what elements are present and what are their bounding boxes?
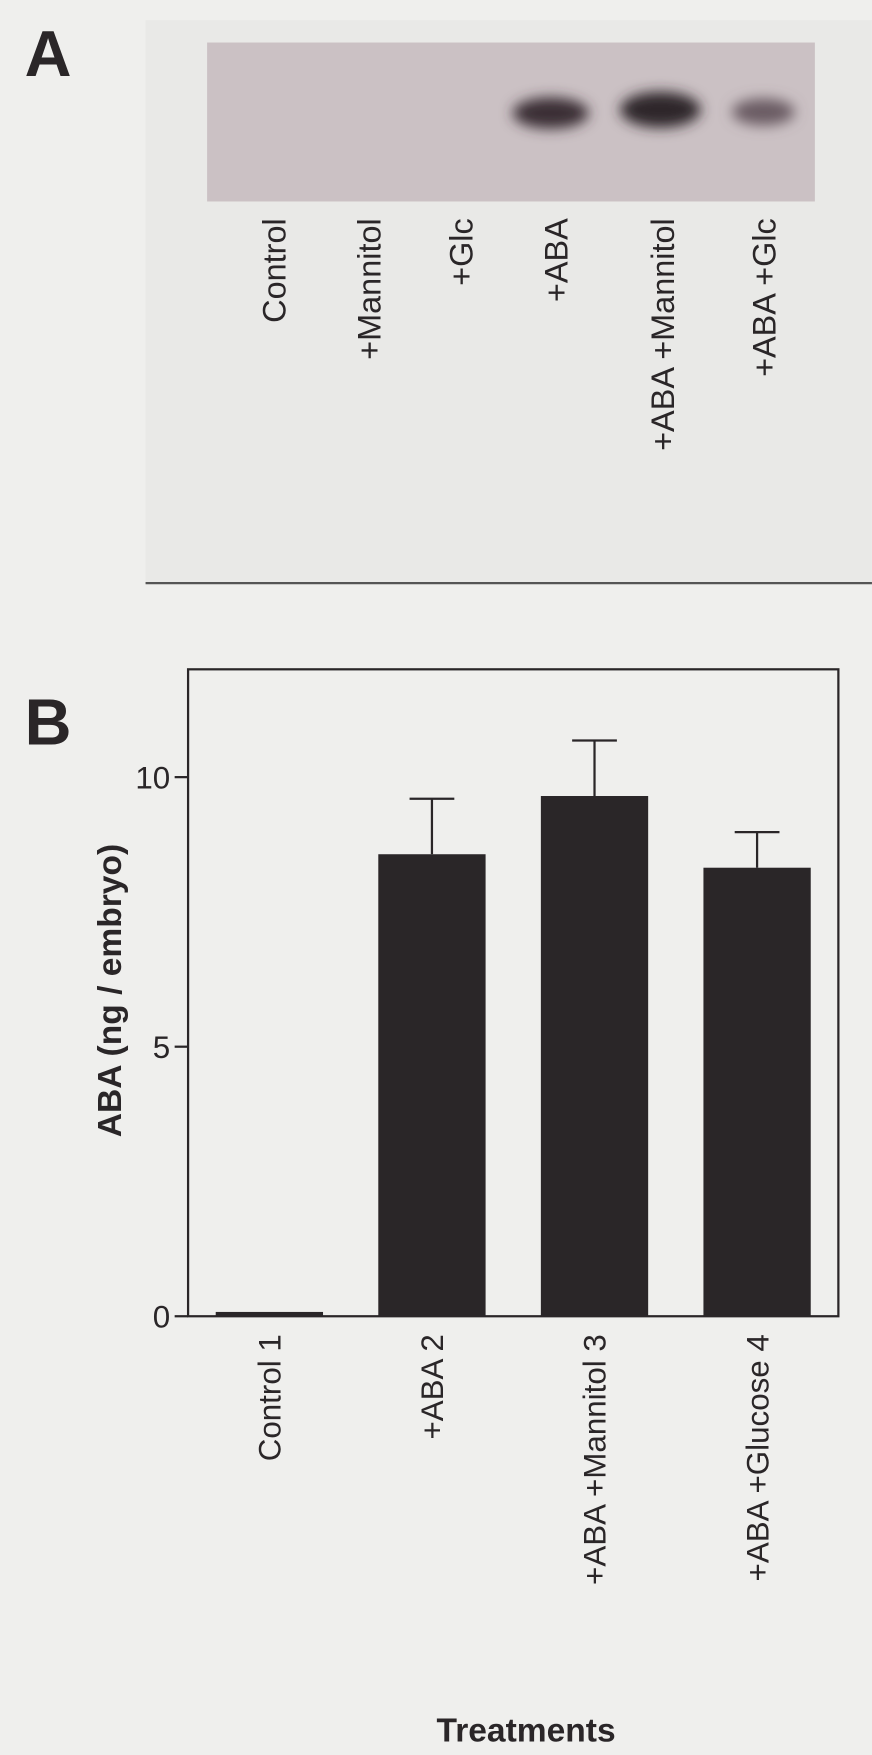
gel-band	[513, 97, 589, 128]
y-tick-label: 0	[153, 1299, 170, 1334]
x-tick-label: +ABA +Glucose 4	[740, 1334, 775, 1581]
figure: A B ABA (ng / embryo) Treatments Control…	[0, 0, 872, 1755]
bar	[703, 868, 810, 1317]
y-tick-label: 5	[153, 1030, 170, 1065]
y-tick-label: 10	[135, 760, 170, 795]
y-axis-label: ABA (ng / embryo)	[92, 844, 129, 1137]
x-axis-label: Treatments	[437, 1713, 616, 1750]
x-tick-label: +ABA 2	[415, 1334, 450, 1439]
bar	[378, 854, 485, 1316]
lane-label: +ABA	[539, 218, 575, 302]
panel-label: A	[25, 17, 72, 90]
gel-band	[620, 92, 701, 128]
lane-label: +ABA +Mannitol	[645, 218, 681, 451]
x-tick-label: Control 1	[253, 1334, 288, 1461]
lane-label: +Glc	[443, 218, 479, 286]
bar	[216, 1312, 323, 1316]
lane-label: +Mannitol	[352, 218, 388, 360]
bar	[541, 796, 648, 1316]
x-tick-label: +ABA +Mannitol 3	[578, 1334, 613, 1585]
gel-blot	[207, 43, 815, 202]
lane-label: Control	[256, 218, 292, 323]
gel-band	[732, 98, 795, 125]
lane-label: +ABA +Glc	[747, 218, 783, 377]
panel-label: B	[25, 685, 72, 758]
